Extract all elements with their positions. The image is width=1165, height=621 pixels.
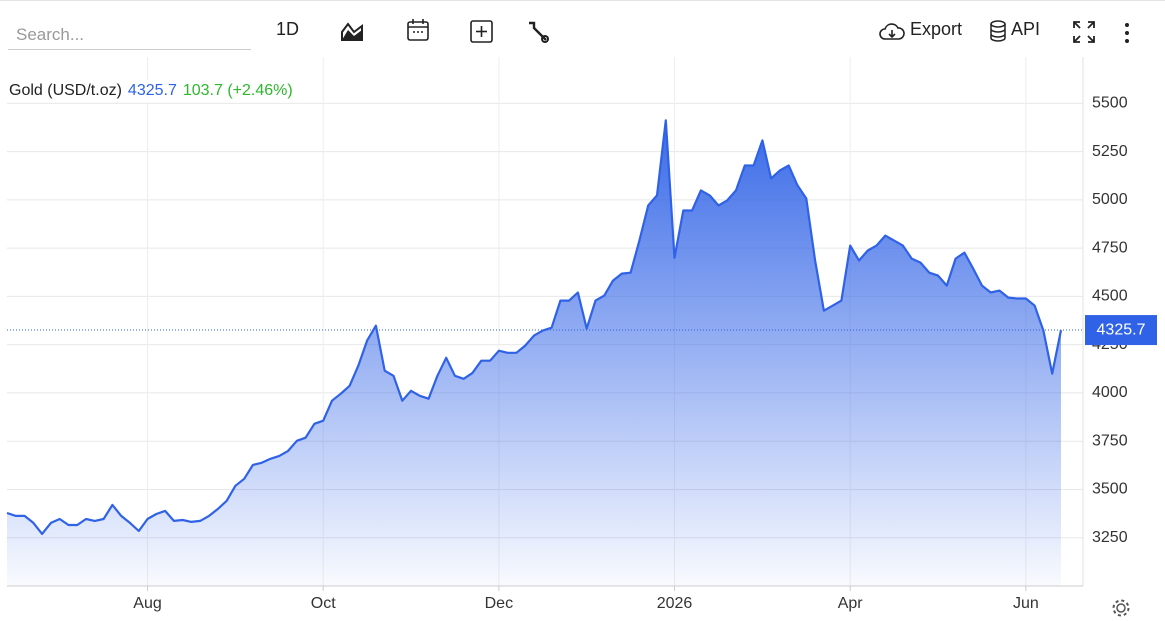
y-tick-label: 5500 bbox=[1092, 95, 1128, 112]
interval-button[interactable]: 1D bbox=[276, 19, 300, 39]
y-tick-label: 4750 bbox=[1092, 239, 1128, 256]
add-icon[interactable] bbox=[470, 20, 494, 44]
fullscreen-icon[interactable] bbox=[1072, 20, 1096, 44]
tools-icon[interactable] bbox=[526, 20, 550, 44]
export-button[interactable]: Export bbox=[910, 19, 963, 39]
x-tick-label: Aug bbox=[133, 595, 161, 612]
settings-icon[interactable] bbox=[1112, 599, 1130, 617]
series-name: Gold (USD/t.oz) bbox=[9, 82, 122, 99]
calendar-icon[interactable] bbox=[406, 18, 430, 42]
y-tick-label: 5000 bbox=[1092, 191, 1128, 208]
legend: Gold (USD/t.oz) 4325.7 103.7 (+2.46%) bbox=[7, 80, 301, 102]
x-tick-label: Oct bbox=[311, 595, 336, 612]
x-tick-label: 2026 bbox=[657, 595, 693, 612]
last-value: 4325.7 bbox=[127, 82, 177, 99]
change: 103.7 (+2.46%) bbox=[182, 82, 293, 99]
toolbar: Search... 1D Export API bbox=[0, 0, 1165, 57]
last-value-tag bbox=[1085, 315, 1157, 346]
y-tick-label: 5250 bbox=[1092, 143, 1128, 160]
price-line bbox=[6, 119, 1063, 535]
export-icon[interactable] bbox=[878, 21, 906, 43]
x-tick-label: Jun bbox=[1013, 595, 1039, 612]
menu-icon[interactable] bbox=[1120, 21, 1134, 45]
y-tick-label: 3500 bbox=[1092, 481, 1128, 498]
y-tick-label: 3750 bbox=[1092, 432, 1128, 449]
y-tick-label: 3250 bbox=[1092, 529, 1128, 546]
last-value-tag-label: 4325.7 bbox=[1097, 321, 1146, 338]
x-tick-label: Dec bbox=[485, 595, 513, 612]
x-tick-label: Apr bbox=[838, 595, 864, 612]
api-button[interactable]: API bbox=[1011, 19, 1041, 39]
y-tick-label: 4500 bbox=[1092, 288, 1128, 305]
chart-type-icon[interactable] bbox=[340, 20, 364, 42]
y-tick-label: 4000 bbox=[1092, 384, 1128, 401]
api-icon[interactable] bbox=[989, 20, 1009, 42]
area-fill bbox=[7, 120, 1061, 587]
search-input[interactable]: Search... bbox=[8, 23, 251, 50]
